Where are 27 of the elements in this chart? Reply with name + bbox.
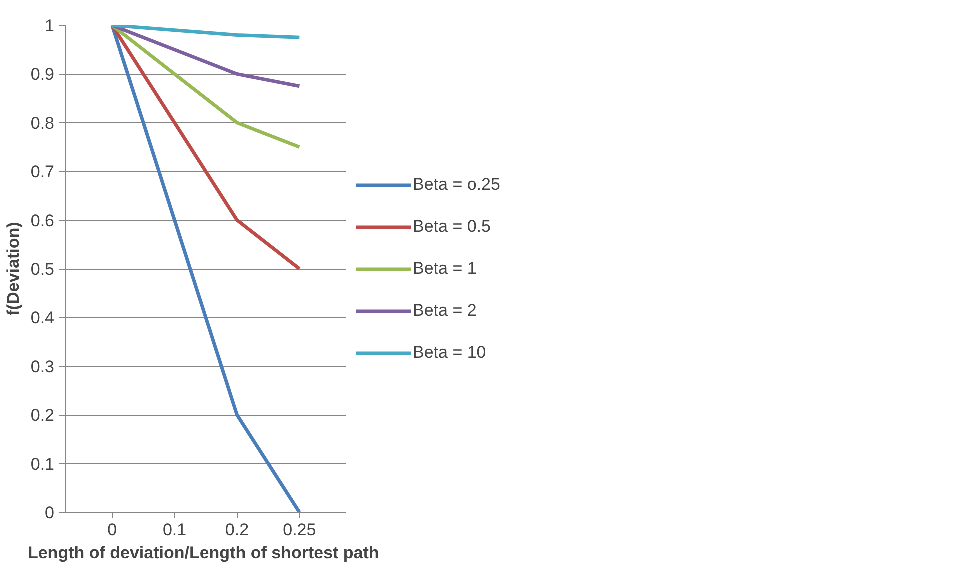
line-series <box>110 26 302 40</box>
y-axis-title: f(Deviation) <box>4 222 23 316</box>
y-tick-label: 0.8 <box>30 114 55 133</box>
y-tick-label: 0 <box>45 504 55 522</box>
line-series <box>110 26 302 271</box>
y-tick-label: 1 <box>45 16 55 36</box>
legend-label: Beta = 2 <box>413 300 477 320</box>
y-tick-label: 0.1 <box>30 454 55 474</box>
legend-label: Beta = 10 <box>413 342 486 362</box>
y-tick-label: 0.5 <box>30 260 55 279</box>
x-tick-label: 0.25 <box>283 520 316 540</box>
line-series <box>110 26 302 512</box>
y-tick-label: 0.6 <box>30 211 55 230</box>
y-tick-label: 0.9 <box>30 65 55 84</box>
y-tick-label: 0.7 <box>30 162 55 182</box>
line-series <box>110 26 302 88</box>
line-series <box>110 26 302 149</box>
legend-label: Beta = 1 <box>413 258 477 278</box>
legend-label: Beta = 0.5 <box>413 216 491 236</box>
x-tick-label: 0 <box>108 520 118 540</box>
x-axis-title: Length of deviation/Length of shortest path <box>28 544 380 562</box>
y-tick-label: 0.3 <box>30 357 55 376</box>
x-tick-label: 0.2 <box>225 520 250 540</box>
y-tick-label: 0.2 <box>30 406 55 426</box>
x-tick-label: 0.1 <box>162 520 187 540</box>
legend-label: Beta = o.25 <box>413 174 500 194</box>
y-tick-label: 0.4 <box>30 308 55 328</box>
